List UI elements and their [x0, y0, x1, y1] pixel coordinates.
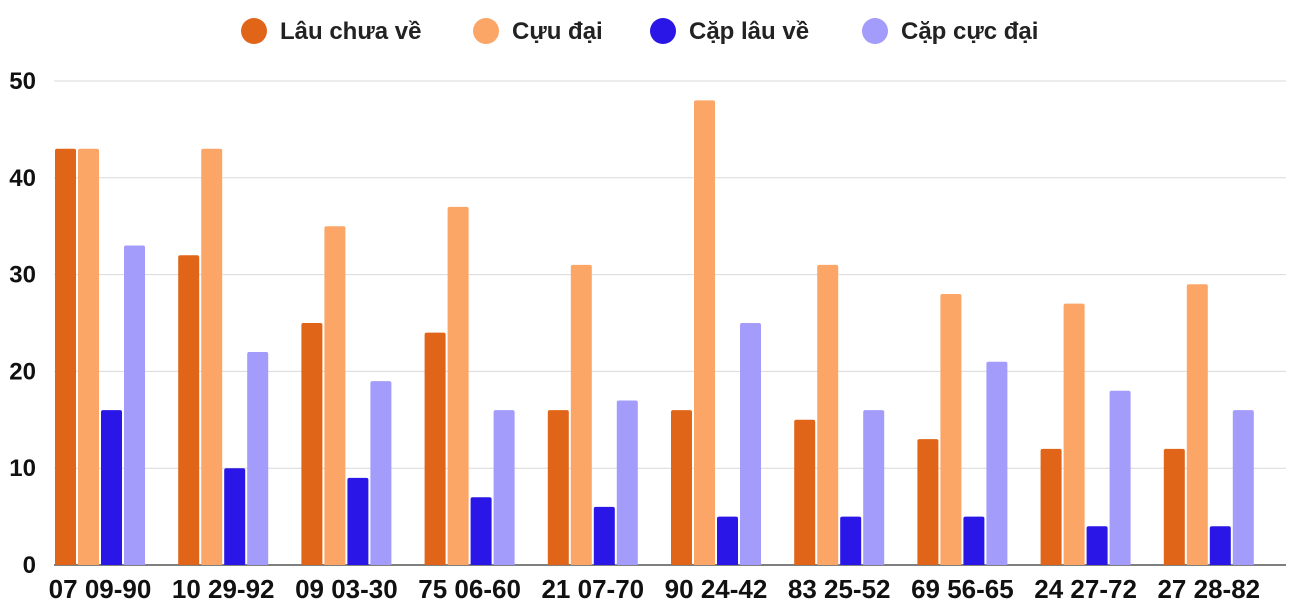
bars-group: [55, 100, 1254, 566]
bar-3-9: [1086, 526, 1108, 565]
legend-marker: [241, 18, 267, 44]
legend-item-1[interactable]: Lâu chưa về: [241, 18, 421, 45]
x-tick-label: 24 27-72: [1034, 574, 1137, 600]
bar-2-5: [570, 264, 592, 565]
legend-label: Cặp lâu về: [689, 18, 809, 45]
bar-4-6: [740, 323, 761, 565]
bar-1-8: [917, 439, 939, 565]
bar-4-2: [247, 352, 269, 565]
bar-4-10: [1232, 410, 1254, 565]
x-tick-label: 69 56-65: [911, 574, 1014, 600]
y-tick-label: 0: [23, 552, 36, 579]
bar-1-10: [1163, 448, 1185, 565]
y-tick-label: 30: [9, 262, 36, 289]
bar-3-4: [470, 497, 492, 565]
legend-marker: [473, 18, 499, 44]
bar-3-8: [963, 516, 985, 565]
bar-4-3: [370, 381, 392, 565]
bar-3-3: [347, 477, 369, 565]
bar-4-4: [493, 410, 515, 565]
x-tick-label: 90 24-42: [665, 574, 768, 600]
legend-label: Lâu chưa về: [280, 18, 421, 45]
x-tick-label: 10 29-92: [172, 574, 275, 600]
bar-3-10: [1209, 526, 1231, 565]
bar-3-6: [717, 516, 738, 565]
bar-1-4: [424, 332, 446, 565]
bar-3-5: [593, 506, 615, 565]
x-tick-label: 27 28-82: [1157, 574, 1260, 600]
bar-2-6: [694, 100, 715, 566]
bar-4-1: [124, 245, 145, 565]
bar-3-7: [840, 516, 862, 565]
x-tick-label: 83 25-52: [788, 574, 891, 600]
legend-label: Cặp cực đại: [901, 18, 1038, 45]
bar-4-9: [1109, 390, 1131, 565]
legend-marker: [650, 18, 676, 44]
bar-2-2: [201, 148, 223, 565]
bar-4-5: [616, 400, 638, 565]
bar-3-2: [224, 468, 246, 565]
x-tick-label: 21 07-70: [541, 574, 644, 600]
legend-label: Cựu đại: [512, 18, 603, 45]
bar-2-7: [817, 264, 839, 565]
y-tick-label: 40: [9, 165, 36, 192]
bar-4-7: [863, 410, 885, 565]
bar-1-9: [1040, 448, 1062, 565]
legend-item-2[interactable]: Cựu đại: [473, 18, 603, 45]
chart-legend: Lâu chưa về Cựu đại Cặp lâu về Cặp cực đại: [241, 18, 1038, 45]
bar-2-4: [447, 206, 469, 565]
bar-1-2: [178, 255, 200, 566]
legend-item-4[interactable]: Cặp cực đại: [862, 18, 1038, 45]
x-axis: 07 09-90 10 29-92 09 03-30 75 06-60 21 07-70…: [49, 574, 1260, 604]
bar-1-3: [301, 323, 323, 565]
y-tick-label: 10: [9, 455, 36, 482]
bar-1-6: [671, 410, 692, 565]
y-axis: 0 10 20 30 40 50: [9, 68, 36, 579]
y-tick-label: 20: [9, 358, 36, 385]
bar-3-1: [101, 410, 122, 565]
x-tick-label: 07 09-90: [49, 574, 152, 600]
bar-2-10: [1186, 284, 1208, 565]
bar-2-3: [324, 226, 346, 565]
bar-1-1: [55, 148, 76, 565]
bar-4-8: [986, 361, 1008, 565]
x-tick-label: 75 06-60: [418, 574, 521, 600]
legend-item-3[interactable]: Cặp lâu về: [650, 18, 809, 45]
bar-1-5: [547, 410, 569, 565]
legend-marker: [862, 18, 888, 44]
x-tick-label: 09 03-30: [295, 574, 398, 600]
bar-2-8: [940, 293, 962, 565]
bar-2-1: [78, 148, 99, 565]
bar-1-7: [794, 419, 816, 565]
bar-2-9: [1063, 303, 1085, 565]
y-tick-label: 50: [9, 68, 36, 95]
